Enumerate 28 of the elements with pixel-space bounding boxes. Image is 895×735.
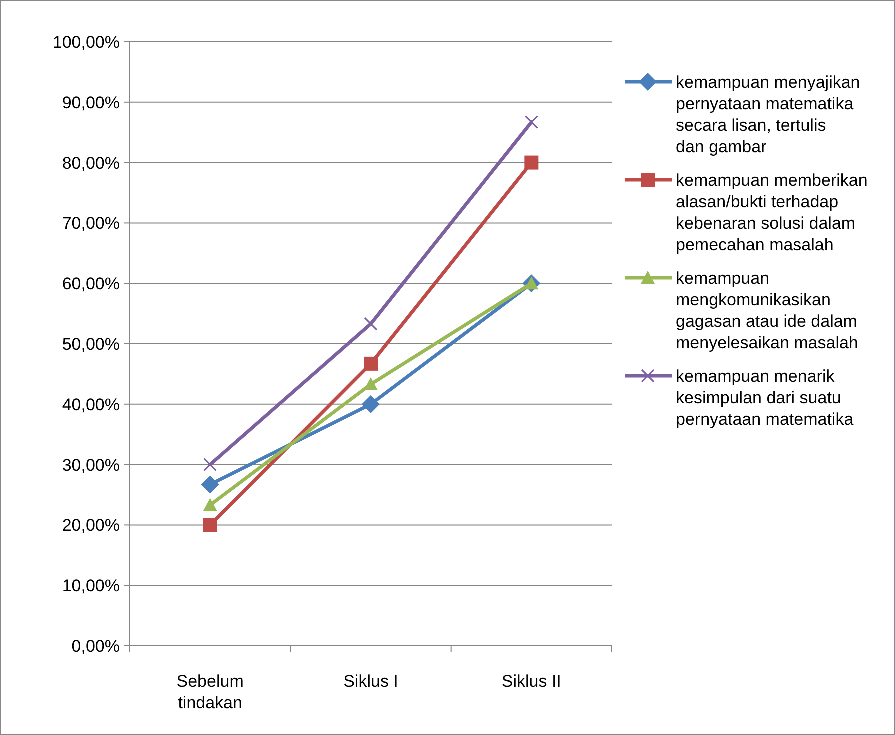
legend-label: kemampuan memberikan alasan/bukti terhadap kebenaran solusi dalam pemecahan masalah [676, 171, 868, 254]
y-tick-label: 70,00% [62, 214, 120, 234]
point [524, 116, 538, 130]
y-tick-label: 60,00% [62, 274, 120, 294]
y-tick-label: 30,00% [62, 456, 120, 475]
point [204, 458, 218, 472]
y-tick-label: 50,00% [62, 334, 120, 354]
point [201, 476, 220, 494]
y-tick-label: 0,00% [72, 636, 120, 656]
y-tick-label: 90,00% [62, 93, 120, 112]
point [203, 518, 218, 532]
point [364, 377, 378, 390]
y-tick-label: 100,00% [52, 32, 120, 52]
x-tick-label: Sebelum tindakan [176, 672, 244, 712]
point [524, 156, 539, 170]
x-tick-label: Siklus II [502, 672, 562, 691]
legend-label: kemampuan menyajikan pernyataan matematika secara lisan, tertulis dan gambar [676, 73, 860, 156]
point [203, 498, 218, 512]
y-tick-label: 10,00% [62, 576, 120, 596]
point [364, 356, 378, 371]
y-tick-label: 80,00% [62, 154, 120, 173]
point [362, 395, 380, 414]
legend-label: kemampuan menarik kesimpulan dari suatu pernyataan matematika [676, 367, 854, 429]
x-tick-label: Siklus I [344, 672, 398, 691]
y-tick-label: 20,00% [62, 516, 120, 536]
y-tick-label: 40,00% [62, 395, 120, 414]
point [364, 317, 378, 331]
legend-label: kemampuan mengkomunikasikan gagasan atau ide dalam menyelesaikan masalah [676, 269, 858, 352]
